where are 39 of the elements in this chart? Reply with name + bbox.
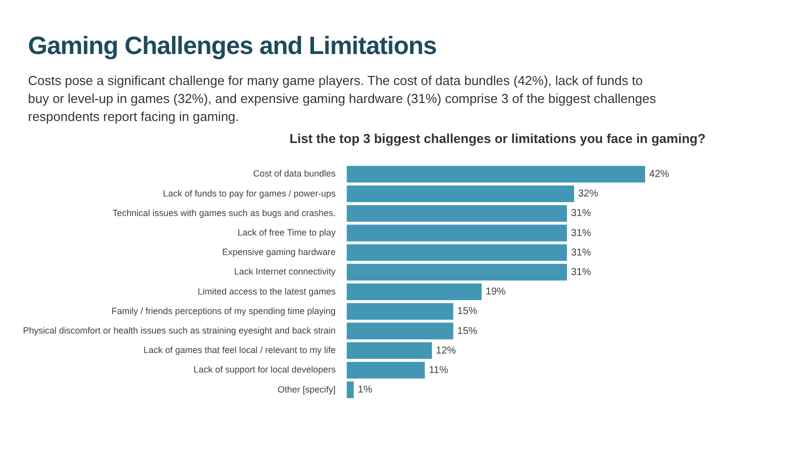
bar [346, 264, 567, 281]
chart-subtitle: Costs pose a significant challenge for many game players. The cost of data bundles (42%), lack of funds to buy or level-up in games (32%), and expensive gaming hardware (31%) comprise 3 of the biggest challenges respondents report facing in gaming. [28, 72, 657, 126]
data-label: 31% [570, 266, 592, 278]
y-tick-label: Expensive gaming hardware [222, 247, 336, 258]
y-tick-label: Lack Internet connectivity [234, 266, 336, 277]
bar [346, 205, 567, 222]
y-tick-label: Lack of free Time to play [238, 227, 336, 238]
chart-title: Gaming Challenges and Limitations [28, 32, 437, 61]
data-label: 19% [486, 286, 506, 298]
data-label: 1% [358, 384, 372, 396]
bar [346, 224, 567, 242]
y-tick-label: Cost of data bundles [253, 168, 336, 179]
data-label: 15% [457, 326, 478, 337]
y-tick-label: Family / friends perceptions of my spending time playing [112, 306, 336, 316]
y-tick-label: Physical discomfort or health issues such as straining eyesight and back strain [22, 325, 336, 336]
bar [346, 322, 454, 340]
data-label: 31% [570, 228, 592, 239]
data-label: 31% [570, 208, 592, 220]
y-tick-label: Other [specify] [278, 384, 336, 394]
data-label: 42% [649, 168, 670, 180]
bar [346, 244, 567, 261]
y-tick-label: Lack of funds to pay for games / power-ups [163, 188, 336, 198]
bar [346, 166, 646, 183]
data-label: 11% [428, 364, 448, 376]
bar [346, 362, 425, 379]
data-label: 32% [578, 188, 598, 200]
data-label: 12% [436, 345, 456, 356]
bar [346, 342, 432, 359]
text: List the top 3 biggest challenges or limitations you face in gaming? [288, 131, 707, 146]
data-label: 15% [457, 306, 478, 318]
y-tick-label: Lack of support for local developers [194, 364, 336, 375]
bar [346, 283, 482, 300]
y-tick-label: Technical issues with games such as bugs and crashes. [112, 208, 336, 218]
bar [346, 381, 354, 398]
y-tick-label: Lack of games that feel local / relevant to my life [144, 345, 336, 356]
y-tick-label: Limited access to the latest games [198, 286, 336, 296]
data-label: 31% [570, 247, 592, 258]
bar [346, 185, 574, 202]
bar [346, 303, 454, 320]
